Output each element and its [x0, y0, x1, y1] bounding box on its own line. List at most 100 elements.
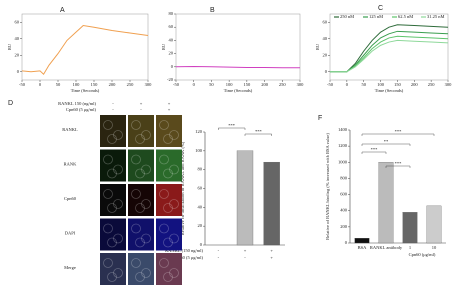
- cell: [163, 168, 173, 179]
- y-axis-label: RU: [7, 43, 12, 50]
- cell: [169, 233, 179, 244]
- panel-label: F: [318, 115, 322, 122]
- panel-label: C: [378, 5, 383, 12]
- y-tick-label: 40: [323, 36, 328, 41]
- cell: [113, 164, 123, 175]
- cell: [103, 154, 113, 165]
- y-tick-label: 60: [15, 19, 20, 24]
- x-tick-label: -50: [173, 82, 180, 87]
- micrograph: [156, 184, 182, 216]
- micrograph: [156, 218, 182, 251]
- bar: [263, 161, 280, 246]
- bar: [236, 150, 254, 246]
- x-tick-label: 200: [109, 82, 117, 87]
- y-tick-label: 80: [198, 167, 203, 172]
- bar: [354, 238, 370, 244]
- plot-frame: [21, 13, 149, 81]
- x-tick-label: 150: [91, 82, 99, 87]
- cell: [163, 237, 173, 248]
- plot-frame: [175, 13, 301, 81]
- condition-sign: -: [244, 255, 246, 260]
- cell: [135, 237, 145, 248]
- x-axis-label: Time (Seconds): [71, 88, 100, 93]
- condition-sign: +: [270, 255, 273, 260]
- micrograph: [100, 115, 126, 147]
- significance-bracket: [385, 165, 411, 168]
- y-tick-label: 0: [200, 242, 203, 247]
- row-label: DAPI: [65, 231, 76, 236]
- cell: [131, 154, 141, 165]
- row-label: Cpn60: [64, 196, 77, 201]
- micrograph: [128, 253, 154, 285]
- panel-label: A: [60, 7, 65, 14]
- condition-label: Cpn60 (5 μg/ml): [173, 255, 204, 260]
- cell: [113, 233, 123, 244]
- cell: [113, 268, 123, 278]
- micrograph: [156, 253, 182, 285]
- x-tick-label: 50: [209, 82, 214, 87]
- y-axis-label: Relative of RANKL binding (% increased w…: [325, 133, 330, 240]
- panel-label: D: [8, 100, 13, 107]
- cell: [141, 268, 151, 278]
- series-line: [21, 25, 149, 76]
- y-tick-label: 20: [15, 52, 20, 57]
- legend-label: 250 nM: [340, 14, 354, 19]
- y-tick-label: 60: [198, 186, 203, 191]
- significance-label: **: [384, 139, 389, 144]
- header-sign: +: [168, 107, 171, 112]
- cell: [103, 120, 113, 130]
- significance-label: ***: [255, 129, 263, 134]
- x-tick-label: 150: [394, 82, 402, 87]
- cell: [103, 223, 113, 234]
- condition-label: RANKL (150 ng/ml): [165, 248, 203, 253]
- y-tick-label: 60: [323, 19, 328, 24]
- header-label: Cpn60 (5 μg/ml): [66, 107, 97, 112]
- series-line: [175, 65, 300, 69]
- header-sign: -: [112, 101, 114, 106]
- y-tick-label: 0: [17, 69, 20, 74]
- cell: [113, 199, 123, 209]
- y-axis-label: RU: [161, 43, 166, 50]
- x-tick-label: 300: [445, 82, 453, 87]
- significance-bracket: [361, 143, 411, 146]
- legend-label: 125 nM: [369, 14, 383, 19]
- micrograph: [128, 115, 154, 147]
- x-tick-label: 50: [56, 82, 61, 87]
- x-tick-label: 300: [297, 82, 305, 87]
- y-tick-label: 1000: [338, 159, 348, 164]
- cell: [169, 130, 179, 140]
- significance-bracket: [218, 127, 246, 130]
- condition-sign: +: [244, 248, 247, 253]
- micrograph: [156, 149, 182, 182]
- y-axis-label: RU: [315, 43, 320, 50]
- cell: [107, 134, 117, 144]
- x-tick-label: 100: [73, 82, 81, 87]
- y-tick-label: 100: [195, 148, 203, 153]
- y-tick-label: 400: [340, 208, 348, 213]
- cell: [169, 199, 179, 209]
- y-tick-label: 200: [340, 224, 348, 229]
- condition-sign: -: [218, 248, 220, 253]
- row-label: RANK: [64, 162, 78, 167]
- x-tick-label: 100: [377, 82, 385, 87]
- legend-label: 31.25 nM: [427, 14, 445, 19]
- cell: [159, 223, 169, 234]
- y-tick-label: -20: [167, 77, 174, 82]
- cell: [141, 130, 151, 140]
- x-tick-label: 250: [428, 82, 436, 87]
- panel-label: B: [210, 7, 215, 14]
- y-tick-label: 40: [15, 36, 20, 41]
- legend-label: 62.5 nM: [398, 14, 413, 19]
- cell: [131, 120, 141, 130]
- y-tick-label: 0: [345, 240, 348, 245]
- cell: [107, 272, 117, 282]
- significance-bracket: [361, 133, 435, 136]
- cell: [107, 168, 117, 179]
- cell: [107, 237, 117, 248]
- cell: [113, 130, 123, 140]
- significance-label: ***: [395, 161, 403, 166]
- header-sign: -: [112, 107, 114, 112]
- cell: [163, 203, 173, 213]
- bar: [402, 212, 418, 244]
- cell: [131, 189, 141, 199]
